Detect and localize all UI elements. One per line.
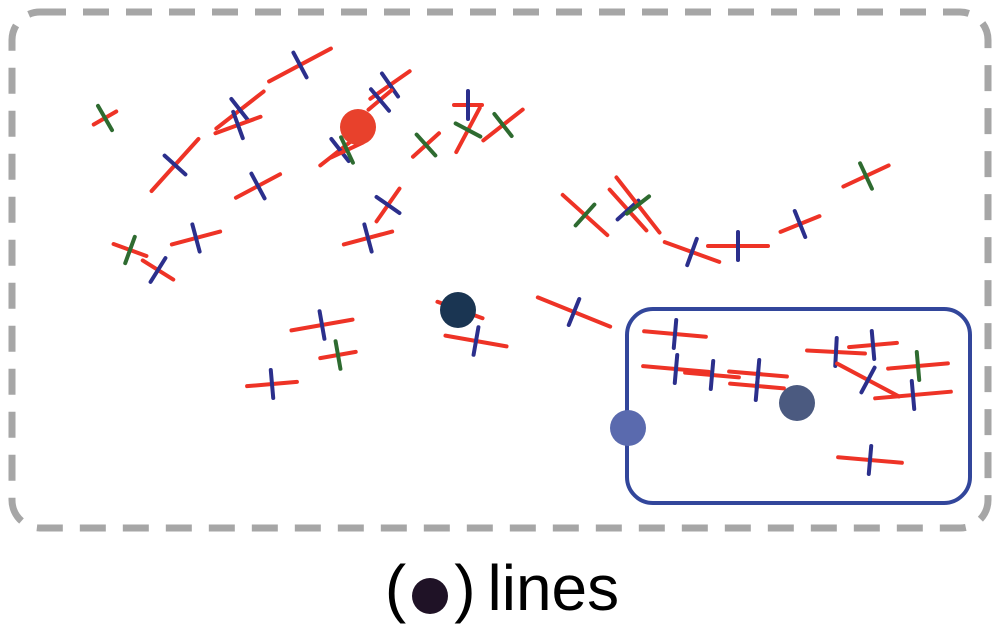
segment-normal-tick (573, 202, 597, 228)
line-segment (91, 103, 119, 133)
node-periwinkle (610, 410, 646, 446)
line-segment (374, 186, 402, 224)
segment-normal-tick (148, 256, 168, 284)
caption: ( ) lines (0, 548, 1004, 628)
segment-normal-tick (453, 121, 483, 139)
segment-normal-tick (362, 222, 374, 254)
line-segment (847, 329, 899, 361)
line-segment (169, 222, 223, 254)
line-segment (318, 339, 358, 371)
segment-normal-tick (123, 234, 137, 266)
line-segment (481, 107, 525, 143)
line-segment (245, 368, 299, 400)
segment-normal-tick (229, 96, 251, 124)
segment-normal-tick (909, 379, 917, 411)
segment-normal-tick (624, 194, 652, 216)
segment-normal-tick (291, 50, 309, 80)
line-segment (873, 379, 953, 411)
line-segment (641, 353, 711, 385)
segment-normal-tick (374, 194, 402, 216)
segment-normal-tick (329, 136, 351, 164)
line-segment (683, 359, 741, 391)
segment-normal-tick (339, 135, 355, 165)
line-segment (410, 131, 442, 159)
line-segment (267, 46, 333, 84)
caption-label: lines (487, 552, 620, 624)
nodes-group (340, 109, 815, 446)
line-segments-group (91, 46, 953, 476)
segment-normal-tick (471, 325, 481, 357)
segment-normal-tick (333, 339, 343, 371)
segment-normal-tick (869, 329, 877, 361)
caption-open-paren: ( (384, 552, 407, 624)
filled-circle-icon (412, 578, 449, 614)
line-segment (443, 325, 509, 357)
line-segment (778, 209, 822, 239)
line-segment (140, 256, 176, 284)
node-red (340, 109, 376, 145)
line-segment (642, 318, 708, 350)
segment-normal-tick (317, 309, 327, 341)
segment-normal-tick (858, 161, 874, 191)
segment-normal-tick (672, 353, 680, 385)
line-segment (366, 87, 394, 113)
line-segment (886, 350, 950, 382)
segment-normal-tick (792, 209, 808, 239)
segment-normal-tick (859, 365, 877, 395)
line-segment (329, 135, 365, 165)
line-segment (805, 336, 867, 368)
line-segment (728, 370, 786, 402)
segment-normal-tick (708, 359, 716, 391)
node-navy (440, 292, 476, 328)
segment-normal-tick (833, 336, 839, 368)
segment-normal-tick (190, 222, 202, 254)
line-segment (214, 89, 266, 131)
segment-normal-tick (492, 111, 514, 139)
line-segment (662, 236, 722, 268)
caption-close-paren: ) (454, 552, 476, 624)
line-segment (453, 105, 483, 155)
highlight-region-frame (625, 307, 972, 505)
line-segment (535, 295, 613, 329)
node-slate (779, 385, 815, 421)
segment-normal-tick (914, 350, 922, 382)
segment-normal-tick (96, 103, 114, 133)
segment-normal-tick (685, 236, 699, 268)
line-segment (452, 89, 484, 121)
line-segment (289, 309, 355, 341)
segment-normal-tick (379, 71, 401, 99)
segment-normal-tick (566, 297, 582, 327)
line-segment (341, 222, 395, 254)
segment-normal-tick (162, 153, 188, 177)
line-segment (233, 171, 283, 201)
line-segment (836, 444, 904, 476)
line-segment (835, 361, 901, 399)
segment-normal-tick (753, 370, 761, 402)
line-segment (706, 230, 770, 262)
line-segment (213, 109, 263, 141)
segment-normal-tick (369, 87, 391, 113)
line-segment (149, 136, 201, 194)
line-segment (560, 192, 610, 238)
segment-normal-tick (671, 318, 679, 350)
segment-normal-tick (249, 171, 267, 201)
segment-normal-tick (414, 132, 438, 158)
line-segment (841, 161, 891, 191)
line-segment (111, 234, 149, 266)
segment-normal-tick (231, 109, 245, 141)
segment-normal-tick (866, 444, 874, 476)
line-segment (614, 175, 662, 235)
segment-normal-tick (268, 368, 276, 400)
